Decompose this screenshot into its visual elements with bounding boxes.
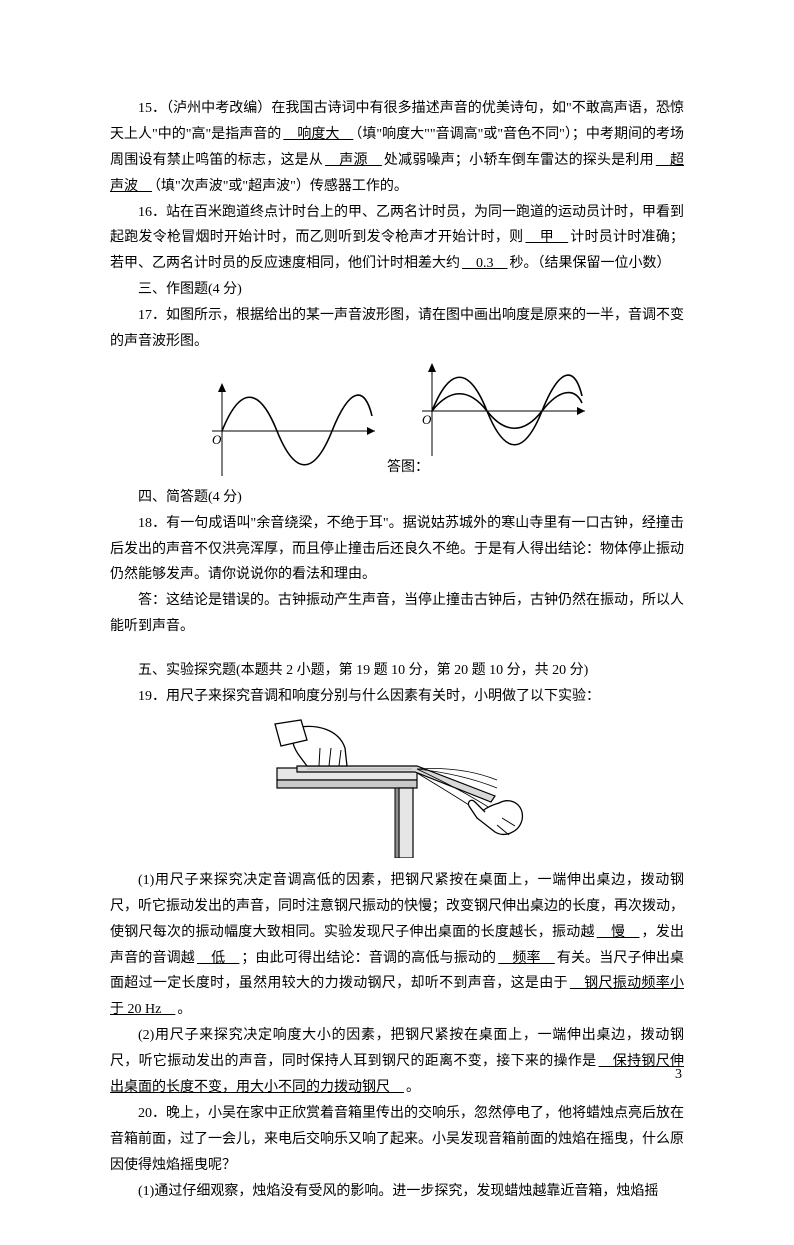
ruler-svg: [267, 718, 527, 858]
q15-t4: （填"次声波"或"超声波"）传感器工作的。: [154, 179, 408, 194]
ruler-experiment-figure: [110, 718, 684, 858]
waveform-answer: O 答图：: [417, 361, 587, 481]
question-20-intro: 20．晚上，小吴在家中正欣赏着音箱里传出的交响乐，忽然停电了，他将蜡烛点亮后放在…: [110, 1101, 684, 1179]
q15-a2: 声源: [323, 153, 384, 168]
question-17: 17．如图所示，根据给出的某一声音波形图，请在图中画出响度是原来的一半，音调不变…: [110, 303, 684, 355]
section-3-title: 三、作图题(4 分): [110, 277, 684, 303]
q16-t3: 秒。（结果保留一位小数）: [510, 256, 671, 271]
question-19-intro: 19．用尺子来探究音调和响度分别与什么因素有关时，小明做了以下实验：: [110, 684, 684, 710]
question-18: 18．有一句成语叫"余音绕梁，不绝于耳"。据说姑苏城外的寒山寺里有一口古钟，经撞…: [110, 511, 684, 589]
origin-label: O: [212, 432, 222, 447]
q19-a3: 频率: [496, 951, 557, 966]
question-15: 15．（泸州中考改编）在我国古诗词中有很多描述声音的优美诗句，如"不敢高声语，恐…: [110, 96, 684, 200]
waveform-original: O: [207, 381, 377, 481]
q19-p2b: 。: [406, 1080, 420, 1095]
q20-num: 20．: [138, 1106, 166, 1121]
page-number: 3: [675, 1067, 682, 1083]
q15-a1: 响度大: [281, 127, 355, 142]
waveform-figures: O O 答图：: [110, 361, 684, 481]
q18-t1: 有一句成语叫"余音绕梁，不绝于耳"。据说姑苏城外的寒山寺里有一口古钟，经撞击后发…: [110, 516, 684, 583]
q15-num: 15．: [138, 101, 166, 116]
waveform-answer-svg: O: [417, 361, 587, 461]
q17-t1: 如图所示，根据给出的某一声音波形图，请在图中画出响度是原来的一半，音调不变的声音…: [110, 308, 684, 349]
q19-num: 19．: [138, 689, 166, 704]
question-18-answer: 答：这结论是错误的。古钟振动产生声音，当停止撞击古钟后，古钟仍然在振动，所以人能…: [110, 588, 684, 640]
question-16: 16．站在百米跑道终点计时台上的甲、乙两名计时员，为同一跑道的运动员计时，甲看到…: [110, 200, 684, 278]
q15-t3: 处减弱噪声；小轿车倒车雷达的探头是利用: [384, 153, 654, 168]
section-5-title: 五、实验探究题(本题共 2 小题，第 19 题 10 分，第 20 题 10 分…: [110, 658, 684, 684]
q19-p1c: ；由此可得出结论：音调的高低与振动的: [241, 951, 496, 966]
answer-figure-label: 答图：: [387, 455, 429, 481]
waveform-original-svg: O: [207, 381, 377, 481]
question-19-part1: (1)用尺子来探究决定音调高低的因素，把钢尺紧按在桌面上，一端伸出桌边，拨动钢尺…: [110, 868, 684, 1023]
q19-intro: 用尺子来探究音调和响度分别与什么因素有关时，小明做了以下实验：: [166, 689, 600, 704]
question-20-part1: (1)通过仔细观察，烛焰没有受风的影响。进一步探究，发现蜡烛越靠近音箱，烛焰摇: [110, 1179, 684, 1205]
q20-intro: 晚上，小吴在家中正欣赏着音箱里传出的交响乐，忽然停电了，他将蜡烛点亮后放在音箱前…: [110, 1106, 684, 1173]
q19-a2: 低: [195, 951, 241, 966]
question-19-part2: (2)用尺子来探究决定响度大小的因素，把钢尺紧按在桌面上，一端伸出桌边，拨动钢尺…: [110, 1023, 684, 1101]
q16-a2: 0.3: [460, 256, 510, 271]
q16-a1: 甲: [523, 230, 570, 245]
q18-num: 18．: [138, 516, 166, 531]
q19-a1: 慢: [595, 925, 642, 940]
q19-p1e: 。: [177, 1002, 191, 1017]
page-content: 15．（泸州中考改编）在我国古诗词中有很多描述声音的优美诗句，如"不敢高声语，恐…: [0, 0, 794, 1245]
origin-label-2: O: [422, 412, 432, 427]
q17-num: 17．: [138, 308, 166, 323]
spacer: [110, 640, 684, 658]
section-4-title: 四、简答题(4 分): [110, 485, 684, 511]
q16-num: 16．: [138, 205, 166, 220]
